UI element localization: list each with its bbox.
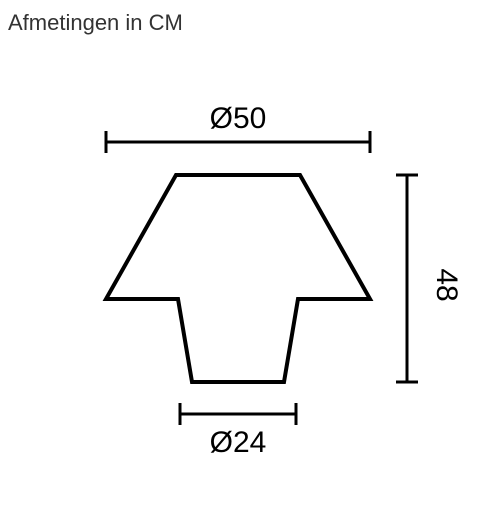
dimension-drawing: Ø50 Ø24 48 [0, 0, 500, 500]
page-container: Afmetingen in CM Ø50Ø2448 [0, 0, 500, 500]
lamp-outline [106, 175, 370, 382]
dim-right-label: 48 [430, 268, 463, 301]
diagram-wrapper: Ø50 Ø24 48 [0, 0, 500, 505]
dim-bottom-label: Ø24 [210, 426, 267, 459]
dim-top-label: Ø50 [210, 102, 267, 135]
